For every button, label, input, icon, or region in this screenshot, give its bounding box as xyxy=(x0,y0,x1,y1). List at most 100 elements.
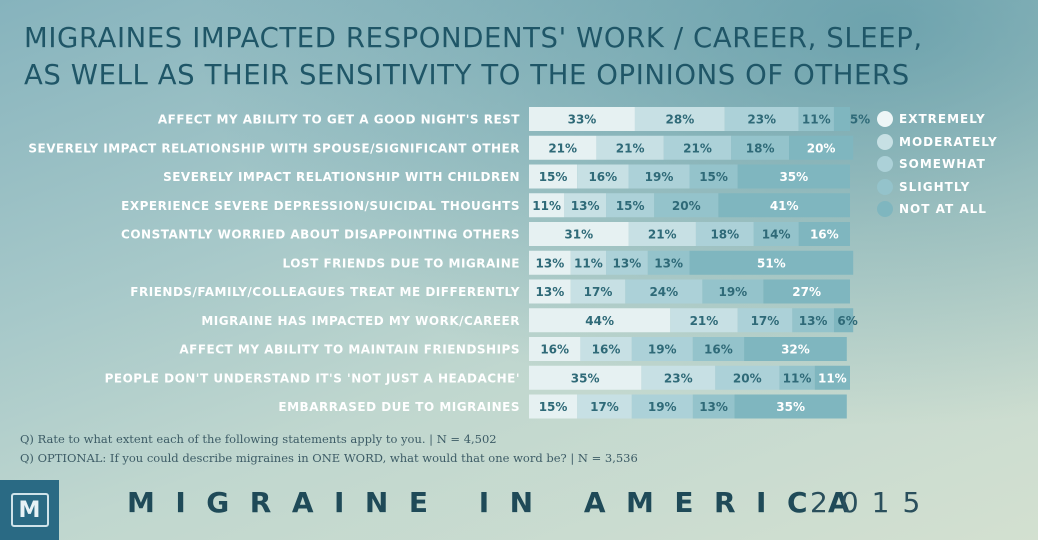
value-label: 14% xyxy=(762,228,791,242)
legend-label: SLIGHTLY xyxy=(899,179,971,194)
value-label: 11% xyxy=(783,371,812,385)
bar-segment-somewhat xyxy=(628,164,690,189)
bar-segment-extremely xyxy=(529,337,581,361)
value-label: 20% xyxy=(672,199,701,213)
bar-segment-slightly xyxy=(654,193,719,218)
bar-segment-slightly xyxy=(753,222,799,246)
bar-segment-moderately xyxy=(570,279,626,304)
title-line-1: MIGRAINES IMPACTED RESPONDENTS' WORK / C… xyxy=(24,22,923,54)
legend-item-slightly: SLIGHTLY xyxy=(877,176,998,199)
bar-segment-extremely xyxy=(529,308,671,333)
value-label: 21% xyxy=(548,141,577,155)
value-label: 19% xyxy=(645,170,674,184)
legend-swatch-extremely xyxy=(877,111,893,128)
bar-segment-extremely xyxy=(529,365,642,390)
bar-segment-somewhat xyxy=(715,365,780,390)
bar-segment-not-at-all xyxy=(833,107,850,131)
bar-segment-slightly xyxy=(692,394,735,419)
value-label: 6% xyxy=(837,314,857,328)
value-label: 33% xyxy=(568,113,597,127)
bar-segment-somewhat xyxy=(737,308,793,333)
value-label: 31% xyxy=(564,228,593,242)
legend-swatch-somewhat xyxy=(877,156,893,173)
value-label: 16% xyxy=(588,170,617,184)
value-label: 15% xyxy=(539,400,568,414)
bar-segment-extremely xyxy=(529,279,571,304)
value-label: 32% xyxy=(781,343,810,357)
value-label: 21% xyxy=(683,141,712,155)
value-label: 35% xyxy=(571,371,600,385)
value-label: 19% xyxy=(648,400,677,414)
footnote-question-1: Q) Rate to what extent each of the follo… xyxy=(20,432,497,446)
bar-segment-slightly xyxy=(731,135,790,160)
bar-row: PEOPLE DON'T UNDERSTAND IT'S 'NOT JUST A… xyxy=(105,365,850,390)
value-label: 19% xyxy=(718,285,747,299)
legend-label: SOMEWHAT xyxy=(899,157,986,172)
value-label: 41% xyxy=(770,199,799,213)
bar-segment-moderately xyxy=(634,107,725,131)
bar-segment-slightly xyxy=(702,279,764,304)
value-label: 15% xyxy=(539,170,568,184)
legend-swatch-slightly xyxy=(877,178,893,195)
bar-row: FRIENDS/FAMILY/COLLEAGUES TREAT ME DIFFE… xyxy=(130,279,850,304)
category-label: MIGRAINE HAS IMPACTED MY WORK/CAREER xyxy=(201,314,520,328)
category-label: PEOPLE DON'T UNDERSTAND IT'S 'NOT JUST A… xyxy=(105,371,520,385)
value-label: 23% xyxy=(664,371,693,385)
value-label: 18% xyxy=(746,141,775,155)
bar-segment-extremely xyxy=(529,250,571,275)
bar-segment-somewhat xyxy=(695,222,754,246)
bar-row: SEVERELY IMPACT RELATIONSHIP WITH CHILDR… xyxy=(163,164,850,189)
bar-segment-slightly xyxy=(798,107,834,131)
legend-swatch-not-at-all xyxy=(877,201,893,218)
bar-segment-slightly xyxy=(647,250,690,275)
value-label: 13% xyxy=(536,285,565,299)
value-label: 20% xyxy=(807,141,836,155)
bar-segment-not-at-all xyxy=(744,337,847,361)
bar-segment-somewhat xyxy=(625,279,703,304)
value-label: 21% xyxy=(690,314,719,328)
bar-row: SEVERELY IMPACT RELATIONSHIP WITH SPOUSE… xyxy=(28,135,854,160)
bar-segment-somewhat xyxy=(631,337,693,361)
bar-segment-moderately xyxy=(570,250,607,275)
value-label: 17% xyxy=(751,314,780,328)
bar-segment-slightly xyxy=(779,365,815,390)
footnotes: Q) Rate to what extent each of the follo… xyxy=(20,430,638,468)
bar-segment-somewhat xyxy=(606,250,648,275)
category-label: LOST FRIENDS DUE TO MIGRAINE xyxy=(283,256,520,270)
brand-logo[interactable]: M xyxy=(0,480,59,540)
legend-item-extremely: EXTREMELY xyxy=(877,108,998,131)
page-title: MIGRAINES IMPACTED RESPONDENTS' WORK / C… xyxy=(24,20,1014,94)
value-label: 13% xyxy=(699,400,728,414)
value-label: 17% xyxy=(584,285,613,299)
bar-segment-not-at-all xyxy=(689,250,854,275)
brand-year: 2015 xyxy=(810,486,934,519)
value-label: 28% xyxy=(666,113,695,127)
value-label: 11% xyxy=(802,113,831,127)
value-label: 27% xyxy=(792,285,821,299)
value-label: 15% xyxy=(616,199,645,213)
bar-segment-slightly xyxy=(689,164,738,189)
bar-segment-moderately xyxy=(564,193,607,218)
bar-segment-moderately xyxy=(596,135,664,160)
bar-segment-moderately xyxy=(577,164,629,189)
bar-segment-somewhat xyxy=(631,394,693,419)
bar-segment-slightly xyxy=(792,308,834,333)
bar-segment-somewhat xyxy=(724,107,799,131)
value-label: 13% xyxy=(613,256,642,270)
value-label: 13% xyxy=(799,314,828,328)
bar-row: MIGRAINE HAS IMPACTED MY WORK/CAREER 44% 2… xyxy=(201,308,858,333)
bar-segment-somewhat xyxy=(606,193,655,218)
bar-segment-not-at-all xyxy=(798,222,850,246)
bar-segment-moderately xyxy=(577,394,632,419)
bar-row: CONSTANTLY WORRIED ABOUT DISAPPOINTING O… xyxy=(121,222,850,246)
value-label: 16% xyxy=(704,343,733,357)
bar-segment-extremely xyxy=(529,135,597,160)
value-label: 44% xyxy=(585,314,614,328)
bar-segment-slightly xyxy=(692,337,745,361)
value-label: 13% xyxy=(536,256,565,270)
legend-label: EXTREMELY xyxy=(899,112,986,127)
brand-name: MIGRAINE IN AMERICA xyxy=(127,486,871,519)
title-line-2: AS WELL AS THEIR SENSITIVITY TO THE OPIN… xyxy=(24,59,910,91)
value-label: 11% xyxy=(532,199,561,213)
